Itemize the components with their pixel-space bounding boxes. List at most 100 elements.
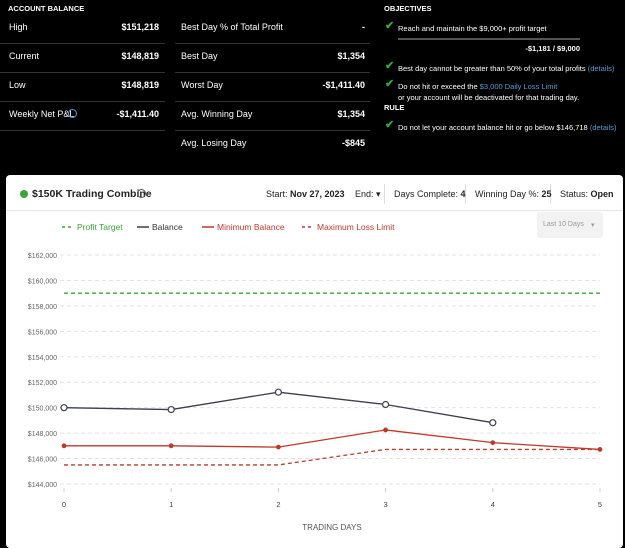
y-tick-label: $152,000 xyxy=(28,380,57,387)
y-tick-label: $148,000 xyxy=(28,431,57,438)
series-line xyxy=(64,429,601,451)
status-dot xyxy=(20,190,28,198)
row-label: Low xyxy=(9,80,26,90)
header-item: Days Complete: 4 xyxy=(394,189,466,199)
header-divider xyxy=(465,184,466,204)
header-item: Status: Open xyxy=(560,189,614,199)
row-value: -$1,411.40 xyxy=(322,80,365,90)
row-label: Avg. Winning Day xyxy=(181,109,253,119)
legend-label: Profit Target xyxy=(77,222,123,232)
row-value: $148,819 xyxy=(121,51,159,61)
objective-text: Reach and maintain the $9,000+ profit ta… xyxy=(398,23,547,34)
data-point xyxy=(490,440,496,446)
data-point xyxy=(276,444,281,450)
y-tick-label: $160,000 xyxy=(28,278,57,285)
x-tick-label: 1 xyxy=(169,500,173,509)
objective-text: or your account will be deactivated for … xyxy=(398,93,580,102)
header-item: Start: Nov 27, 2023 xyxy=(266,189,345,199)
check-icon: ✔ xyxy=(385,60,395,72)
section-title: OBJECTIVES xyxy=(384,4,432,13)
dropdown-caret: ▾ xyxy=(591,222,595,229)
x-tick-label: 0 xyxy=(62,500,66,509)
header-label: Start: xyxy=(266,189,288,199)
x-tick-label: 5 xyxy=(598,500,602,509)
row-divider xyxy=(0,101,165,102)
check-icon: ✔ xyxy=(385,119,395,131)
objective-text: Do not let your account balance hit or g… xyxy=(398,123,588,132)
x-axis-label: TRADING DAYS xyxy=(302,523,361,532)
row-divider xyxy=(175,101,370,102)
header-value: Open xyxy=(590,189,614,199)
row-value: -$1,411.40 xyxy=(116,109,159,119)
data-point xyxy=(383,427,389,433)
combine-title: $150K Trading Combine xyxy=(32,188,152,200)
data-point xyxy=(167,405,175,414)
row-label: Avg. Losing Day xyxy=(181,138,247,148)
row-label: Best Day xyxy=(181,51,218,61)
objective-text: Do not let your account balance hit or g… xyxy=(398,122,617,133)
header-label: Status: xyxy=(560,189,589,199)
info-icon xyxy=(68,109,77,118)
objective-text: Do not hit or exceed the xyxy=(398,82,478,91)
y-tick-label: $156,000 xyxy=(28,329,57,336)
series-line xyxy=(64,448,600,466)
data-point xyxy=(60,404,68,412)
check-icon: ✔ xyxy=(385,20,395,32)
details-link[interactable]: (details) xyxy=(589,123,617,132)
y-tick-label: $150,000 xyxy=(28,406,57,413)
row-divider xyxy=(0,72,165,73)
section-title: ACCOUNT BALANCE xyxy=(8,4,85,13)
x-tick-label: 4 xyxy=(491,500,495,509)
x-tick-label: 3 xyxy=(384,500,388,509)
objective-text: Reach and maintain the $9,000+ profit ta… xyxy=(398,24,547,33)
y-tick-label: $162,000 xyxy=(28,253,57,260)
header-value: Nov 27, 2023 xyxy=(290,189,345,199)
row-label: Weekly Net P&L xyxy=(9,109,75,119)
row-divider xyxy=(175,43,370,44)
row-value: $148,819 xyxy=(121,80,159,90)
header-value: 25 xyxy=(541,189,552,199)
row-divider xyxy=(175,130,370,131)
objective-text: Do not hit or exceed the $3,000 Daily Lo… xyxy=(398,81,616,103)
y-tick-label: $154,000 xyxy=(28,355,57,362)
objective-text: Best day cannot be greater than 50% of y… xyxy=(398,63,614,74)
y-tick-label: $146,000 xyxy=(28,457,57,464)
row-label: Worst Day xyxy=(181,80,223,90)
objective-text: Best day cannot be greater than 50% of y… xyxy=(398,64,586,73)
row-label: Current xyxy=(9,51,40,61)
legend-label: Maximum Loss Limit xyxy=(317,222,395,232)
data-point xyxy=(61,443,67,449)
row-value: $151,218 xyxy=(121,22,159,32)
row-label: Best Day % of Total Profit xyxy=(181,22,283,32)
header-item: Winning Day %: 25 xyxy=(475,189,552,199)
row-value: - xyxy=(362,22,365,32)
legend-label: Minimum Balance xyxy=(217,222,285,232)
row-divider xyxy=(0,130,165,131)
header-item[interactable]: End: ▾ xyxy=(355,189,381,199)
header-label: End: xyxy=(355,189,374,199)
legend-label: Balance xyxy=(152,222,183,232)
y-tick-label: $158,000 xyxy=(28,304,57,311)
data-point xyxy=(274,388,282,396)
row-divider xyxy=(0,43,165,44)
header-rule xyxy=(6,210,623,211)
combine-card xyxy=(6,175,623,548)
header-divider xyxy=(384,184,385,204)
data-point xyxy=(489,419,497,427)
range-label: Last 10 Days xyxy=(543,221,584,228)
details-link[interactable]: (details) xyxy=(587,64,615,73)
progress-label: -$1,181 / $9,000 xyxy=(525,44,580,53)
header-label: Days Complete: xyxy=(394,189,459,199)
check-icon: ✔ xyxy=(385,78,395,90)
header-value: 4 xyxy=(460,189,466,199)
data-point xyxy=(382,400,390,409)
row-value: $1,354 xyxy=(337,109,365,119)
row-value: $1,354 xyxy=(337,51,365,61)
row-divider xyxy=(175,72,370,73)
details-link[interactable]: $3,000 Daily Loss Limit xyxy=(479,82,558,91)
range-dropdown[interactable]: Last 10 Days ▾ xyxy=(537,212,603,238)
header-divider xyxy=(550,184,551,204)
row-label: High xyxy=(9,22,28,32)
